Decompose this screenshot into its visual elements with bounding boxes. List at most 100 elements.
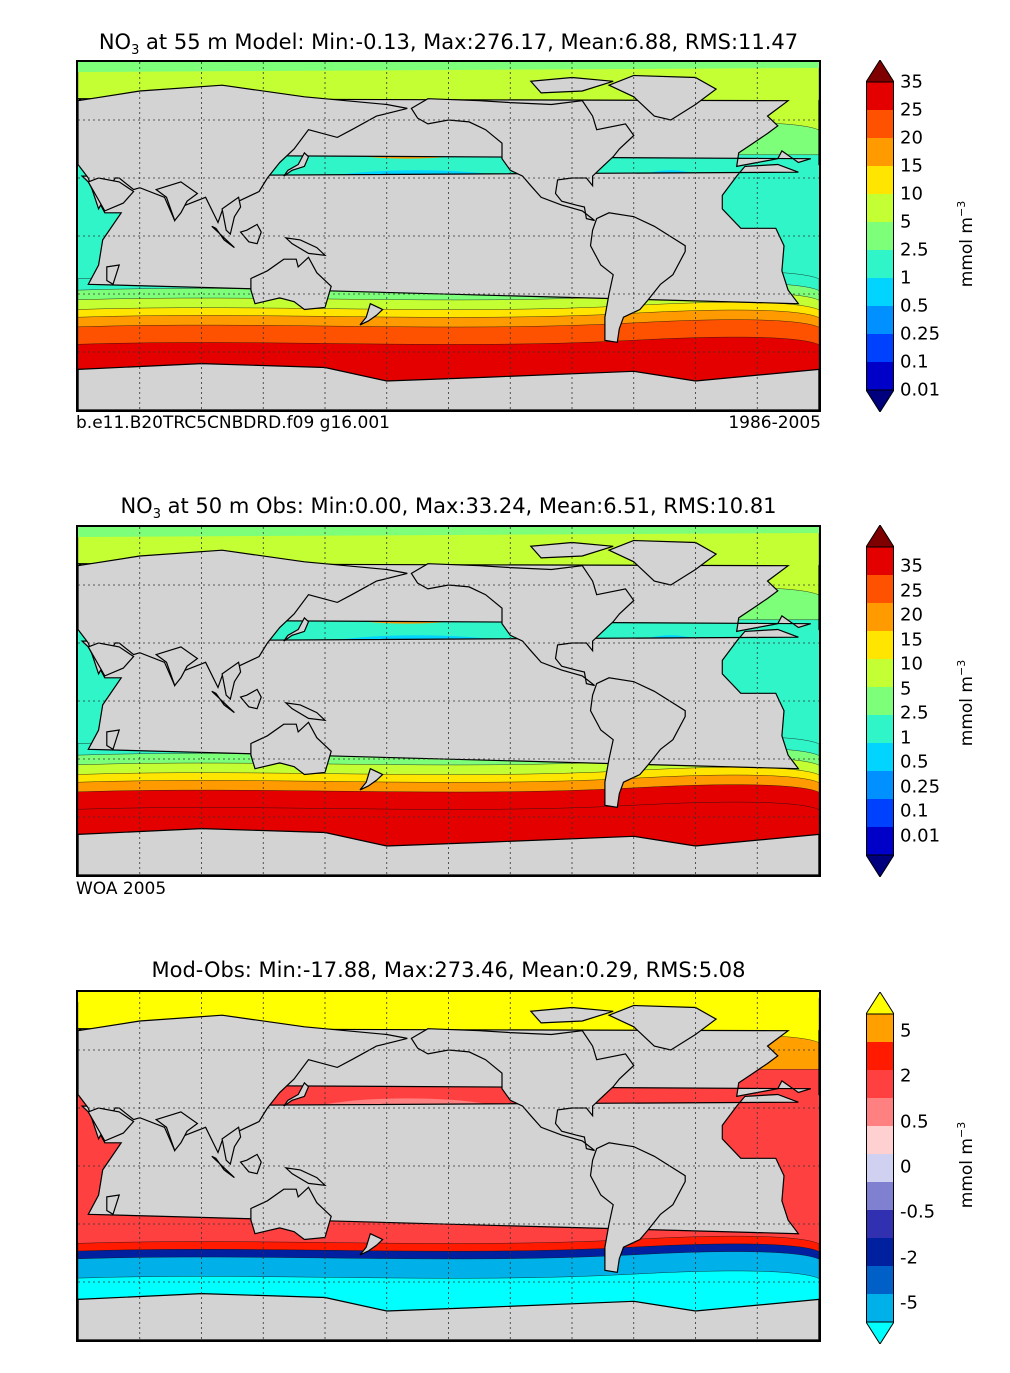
- colorbar-tick-label: 35: [900, 71, 923, 93]
- land-north-america: [410, 98, 635, 222]
- colorbar-band: [866, 110, 894, 139]
- obs-map: [76, 525, 821, 877]
- colorbar-units: mmol m−3: [955, 659, 977, 747]
- colorbar-svg: [865, 991, 895, 1345]
- colorbar: [865, 524, 895, 881]
- land-new-guinea: [284, 702, 327, 722]
- graticule: [78, 62, 819, 410]
- colorbar-band: [866, 743, 894, 772]
- land-se-asia: [221, 661, 242, 701]
- colorbar-tick-label: 0.5: [900, 295, 929, 317]
- colorbar-svg: [865, 524, 895, 878]
- colorbar-tick-label: 0.5: [900, 1111, 929, 1133]
- land-south-america: [589, 677, 686, 808]
- colorbar-tick-label: -0.5: [900, 1201, 936, 1223]
- diff-map: [76, 990, 821, 1342]
- land-sumatra: [211, 690, 235, 714]
- colorbar-band: [866, 687, 894, 716]
- colorbar-band: [866, 827, 894, 856]
- colorbar-band: [866, 1098, 894, 1127]
- land-greenland: [607, 539, 718, 586]
- colorbar-band: [866, 250, 894, 279]
- land-north-america: [410, 563, 635, 687]
- colorbar-band: [866, 1042, 894, 1071]
- period-caption: 1986-2005: [728, 413, 821, 433]
- land-australia: [250, 721, 332, 776]
- land-south-america: [589, 1142, 686, 1273]
- colorbar-band: [866, 222, 894, 251]
- colorbar-tick-label: 20: [900, 604, 923, 626]
- colorbar-tick-label: 2: [900, 1065, 912, 1087]
- land-new-guinea: [284, 237, 327, 257]
- colorbar-max-extension: [865, 59, 895, 83]
- colorbar-tick-label: 10: [900, 653, 923, 675]
- colorbar-band: [866, 715, 894, 744]
- land-japan: [283, 616, 310, 642]
- colorbar-tick-label: 0.01: [900, 379, 941, 401]
- colorbar-band: [866, 547, 894, 576]
- colorbar-tick-label: 0.25: [900, 323, 941, 345]
- colorbar-tick-label: 0.01: [900, 825, 941, 847]
- land-madagascar: [106, 729, 121, 751]
- colorbar-tick-label: 0.1: [900, 351, 929, 373]
- colorbar: [865, 59, 895, 416]
- continents: [78, 74, 819, 410]
- world-map: [78, 62, 819, 410]
- land-borneo: [239, 1153, 262, 1175]
- colorbar-band: [866, 278, 894, 307]
- land-india: [154, 181, 199, 222]
- colorbar-tick-label: 1: [900, 267, 912, 289]
- colorbar-min-extension: [865, 1321, 895, 1345]
- colorbar-tick-label: 35: [900, 555, 923, 577]
- colorbar-tick-label: 25: [900, 580, 923, 602]
- colorbar-band: [866, 1070, 894, 1099]
- land-south-america: [589, 212, 686, 343]
- land-se-asia: [221, 1126, 242, 1166]
- land-arctic-islands: [529, 541, 614, 559]
- colorbar-band: [866, 659, 894, 688]
- colorbar-band: [866, 1182, 894, 1211]
- land-india: [154, 646, 199, 687]
- colorbar-band: [866, 603, 894, 632]
- colorbar-band: [866, 1294, 894, 1323]
- land-madagascar: [106, 264, 121, 286]
- land-new-zealand: [359, 1232, 384, 1256]
- colorbar-tick-label: 0.25: [900, 776, 941, 798]
- land-japan: [283, 1081, 310, 1107]
- colorbar-tick-label: 15: [900, 155, 923, 177]
- land-new-zealand: [359, 767, 384, 791]
- colorbar-units: mmol m−3: [955, 1121, 977, 1209]
- colorbar-band: [866, 82, 894, 111]
- world-map: [78, 992, 819, 1340]
- colorbar-band: [866, 799, 894, 828]
- colorbar: [865, 991, 895, 1348]
- world-map: [78, 527, 819, 875]
- graticule: [78, 527, 819, 875]
- model-map: [76, 60, 821, 412]
- land-arctic-islands: [529, 76, 614, 94]
- land-greenland: [607, 74, 718, 121]
- land-borneo: [239, 223, 262, 245]
- land-australia: [250, 1186, 332, 1241]
- colorbar-band: [866, 575, 894, 604]
- colorbar-max-extension: [865, 991, 895, 1015]
- panel-title: NO3 at 55 m Model: Min:-0.13, Max:276.17…: [98, 30, 799, 59]
- colorbar-tick-label: -2: [900, 1247, 918, 1269]
- colorbar-tick-label: 5: [900, 1020, 912, 1042]
- colorbar-tick-label: 0: [900, 1156, 912, 1178]
- colorbar-tick-label: 1: [900, 727, 912, 749]
- colorbar-tick-label: 25: [900, 99, 923, 121]
- colorbar-tick-label: 5: [900, 678, 912, 700]
- colorbar-tick-label: 2.5: [900, 239, 929, 261]
- panel-title: NO3 at 50 m Obs: Min:0.00, Max:33.24, Me…: [120, 494, 777, 523]
- land-madagascar: [106, 1194, 121, 1216]
- colorbar-band: [866, 1154, 894, 1183]
- colorbar-band: [866, 306, 894, 335]
- colorbar-units: mmol m−3: [955, 200, 977, 288]
- land-borneo: [239, 688, 262, 710]
- colorbar-band: [866, 362, 894, 391]
- land-australia: [250, 256, 332, 311]
- graticule: [78, 992, 819, 1340]
- land-sumatra: [211, 1155, 235, 1179]
- continents: [78, 1004, 819, 1340]
